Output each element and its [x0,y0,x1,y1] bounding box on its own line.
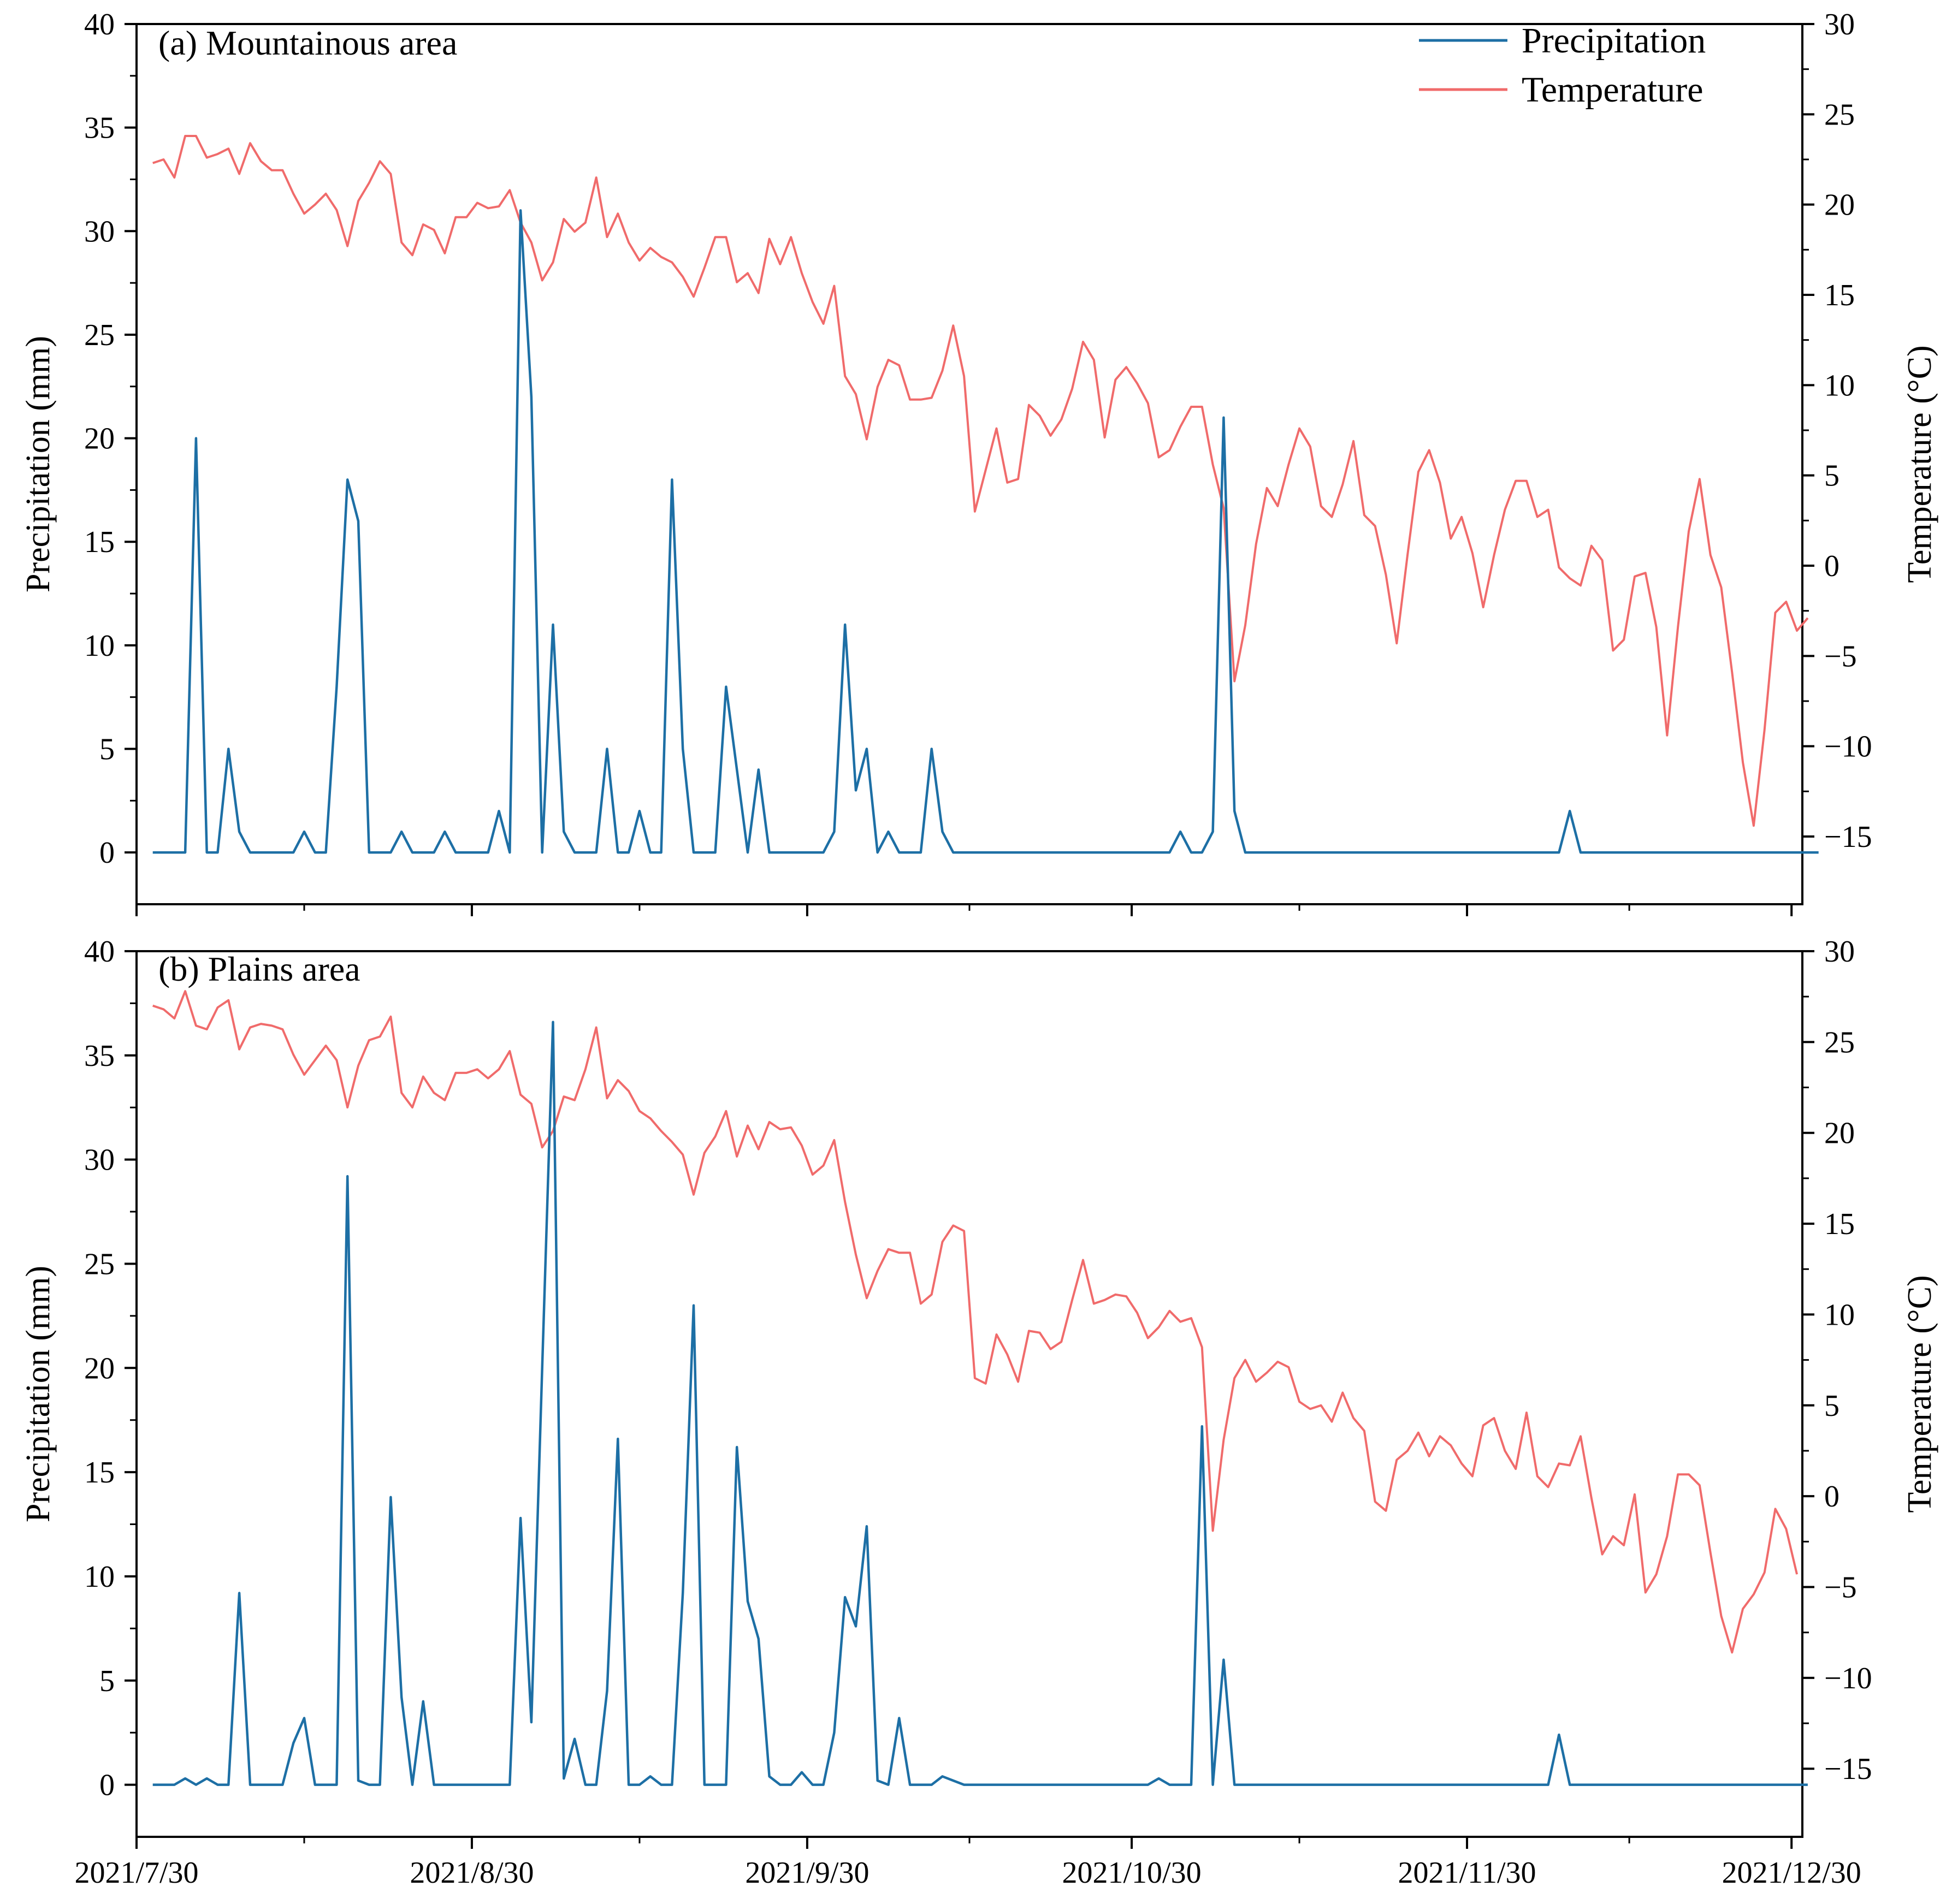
y-left-tick-label: 15 [84,525,115,559]
panel-title: (b) Plains area [158,950,360,988]
y-left-tick-label: 20 [84,1351,115,1385]
y-left-tick-label: 10 [84,629,115,663]
y-axis-right-ticks: −15 −10 −5 0 5 10 15 20 25 30 [1802,8,1872,854]
legend-temperature-label: Temperature [1522,70,1703,110]
y-left-tick-label: 0 [99,836,115,870]
y-right-tick-label: 0 [1824,549,1839,583]
plot-area-frame [135,23,1803,905]
legend: Precipitation Temperature [1419,21,1706,110]
y-right-tick-label: 5 [1824,459,1839,493]
y-left-tick-label: 5 [99,1664,115,1698]
panel-title: (a) Mountainous area [158,23,457,62]
y-right-tick-label: 30 [1824,8,1855,41]
y-left-tick-label: 25 [84,1247,115,1281]
y-axis-left-ticks: 0 5 10 15 20 25 30 35 40 [84,935,137,1802]
y-right-tick-label: −10 [1824,1662,1872,1695]
x-tick-label: 2021/10/30 [1062,1856,1202,1890]
y-right-tick-label: 25 [1824,98,1855,132]
x-axis-ticks [135,904,1793,916]
y-left-tick-label: 20 [84,422,115,456]
y-left-tick-label: 40 [84,8,115,41]
x-axis-ticks: 2021/7/30 2021/8/30 2021/9/30 2021/10/30 202… [74,1837,1861,1890]
y-right-tick-label: 15 [1824,1207,1855,1241]
temperature-series-line [152,135,1809,827]
x-tick-label: 2021/8/30 [410,1856,534,1890]
y-right-tick-label: 15 [1824,278,1855,312]
y-right-tick-label: 20 [1824,188,1855,222]
y-right-tick-label: 10 [1824,369,1855,402]
x-tick-label: 2021/12/30 [1722,1856,1861,1890]
y-right-tick-label: −10 [1824,730,1872,764]
y-right-tick-label: −5 [1824,1571,1857,1605]
y-left-tick-label: 35 [84,1039,115,1073]
temperature-series-line [152,990,1799,1654]
y-left-tick-label: 25 [84,318,115,352]
y-right-tick-label: 30 [1824,935,1855,969]
y-left-tick-label: 5 [99,733,115,767]
y-right-tick-label: 0 [1824,1480,1839,1514]
y-right-tick-label: 5 [1824,1389,1839,1423]
legend-precipitation-label: Precipitation [1522,21,1706,61]
panel-plains: 0 5 10 15 20 25 30 35 40 −15 −10 −5 0 5 10 15 20 25 30 20… [20,935,1938,1890]
y-axis-left-title: Precipitation (mm) [20,336,57,592]
precipitation-series-line [152,1021,1808,1786]
y-left-tick-label: 30 [84,215,115,248]
y-right-tick-label: −5 [1824,639,1857,673]
y-left-tick-label: 30 [84,1143,115,1177]
y-left-tick-label: 0 [99,1769,115,1802]
x-tick-label: 2021/9/30 [745,1856,869,1890]
y-right-tick-label: 25 [1824,1025,1855,1059]
y-left-tick-label: 40 [84,935,115,969]
y-axis-right-ticks: −15 −10 −5 0 5 10 15 20 25 30 [1802,935,1872,1786]
y-left-tick-label: 10 [84,1560,115,1594]
x-tick-label: 2021/7/30 [74,1856,198,1890]
y-left-tick-label: 15 [84,1456,115,1490]
y-axis-left-title: Precipitation (mm) [20,1266,57,1522]
x-tick-label: 2021/11/30 [1398,1856,1536,1890]
y-axis-left-ticks: 0 5 10 15 20 25 30 35 40 [84,8,137,870]
y-axis-right-title: Temperature (°C) [1901,345,1938,583]
y-axis-right-title: Temperature (°C) [1901,1275,1938,1512]
y-right-tick-label: 10 [1824,1298,1855,1332]
y-right-tick-label: −15 [1824,1752,1872,1786]
y-left-tick-label: 35 [84,111,115,145]
y-right-tick-label: 20 [1824,1117,1855,1150]
plot-area-frame [135,950,1803,1838]
precipitation-series-line [152,209,1819,854]
y-right-tick-label: −15 [1824,820,1872,854]
panel-mountainous: 0 5 10 15 20 25 30 35 40 −15 −10 −5 0 5 10 15 20 25 30 (a… [20,8,1938,916]
